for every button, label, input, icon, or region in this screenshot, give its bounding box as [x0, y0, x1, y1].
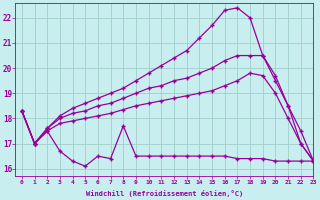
X-axis label: Windchill (Refroidissement éolien,°C): Windchill (Refroidissement éolien,°C)	[86, 190, 243, 197]
